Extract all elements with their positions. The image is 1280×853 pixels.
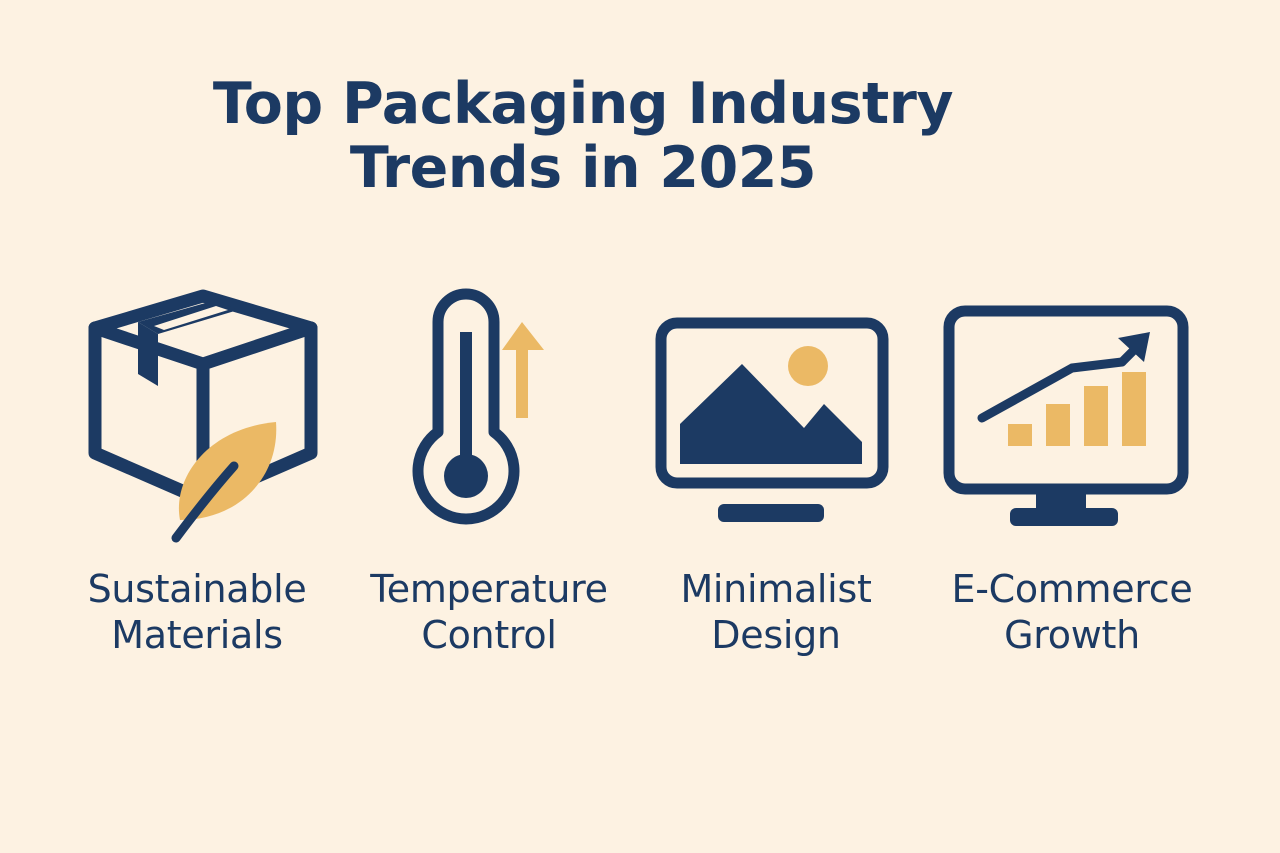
growth-bar: [1084, 386, 1108, 446]
arrow-up-right-icon: [1118, 332, 1150, 362]
trend-label-minimalist-design: Minimalist Design: [680, 567, 872, 658]
page-title: Top Packaging Industry Trends in 2025: [0, 72, 1166, 201]
growth-bar: [1046, 404, 1070, 446]
trend-label-temperature-control: Temperature Control: [370, 567, 608, 658]
box-leaf-icon: [88, 288, 318, 552]
title-line-1: Top Packaging Industry: [212, 71, 954, 137]
growth-bar: [1122, 372, 1146, 446]
trend-label-ecommerce-growth: E-Commerce Growth: [951, 567, 1193, 658]
monitor-growth-chart-icon: [942, 304, 1190, 536]
arrow-up-icon: [502, 322, 544, 418]
thermometer-icon: [412, 286, 552, 542]
mountain-icon: [680, 364, 862, 464]
title-line-2: Trends in 2025: [349, 135, 817, 202]
monitor-landscape-icon: [654, 316, 890, 528]
growth-bar: [1008, 424, 1032, 446]
sun-icon: [788, 346, 828, 386]
trend-label-sustainable-materials: Sustainable Materials: [87, 567, 307, 658]
